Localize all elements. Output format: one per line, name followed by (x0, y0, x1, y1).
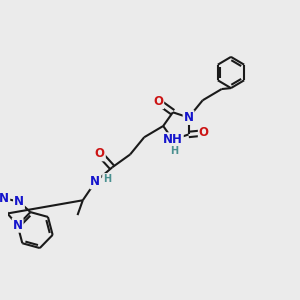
Text: N: N (184, 111, 194, 124)
Text: N: N (13, 219, 22, 232)
Text: O: O (153, 95, 163, 108)
Text: H: H (170, 146, 178, 156)
Text: N: N (0, 192, 9, 205)
Text: NH: NH (163, 133, 183, 146)
Text: O: O (199, 127, 209, 140)
Text: O: O (95, 147, 105, 161)
Text: H: H (103, 174, 111, 184)
Text: N: N (90, 176, 100, 188)
Text: N: N (14, 195, 24, 208)
